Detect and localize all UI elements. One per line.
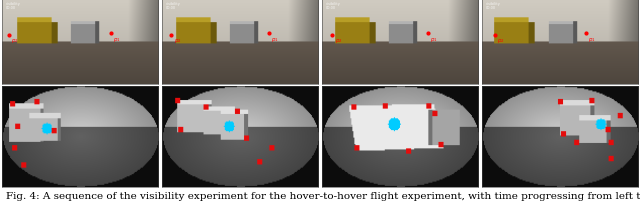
Text: $p_1$: $p_1$ [430,35,438,43]
Text: $p_1$: $p_1$ [588,35,596,43]
Text: $p_2$: $p_2$ [173,37,181,45]
Text: visibility
00:00: visibility 00:00 [326,2,340,10]
Text: Fig. 4: A sequence of the visibility experiment for the hover-to-hover flight ex: Fig. 4: A sequence of the visibility exp… [6,191,640,200]
Text: visibility
00:00: visibility 00:00 [166,2,180,10]
Text: $p_2$: $p_2$ [497,37,504,45]
Text: $p_1$: $p_1$ [113,35,121,43]
Text: visibility
00:00: visibility 00:00 [6,2,20,10]
Text: visibility
00:00: visibility 00:00 [486,2,500,10]
Text: $p_1$: $p_1$ [271,35,279,43]
Text: $p_2$: $p_2$ [12,37,19,45]
Text: $p_2$: $p_2$ [335,37,342,45]
